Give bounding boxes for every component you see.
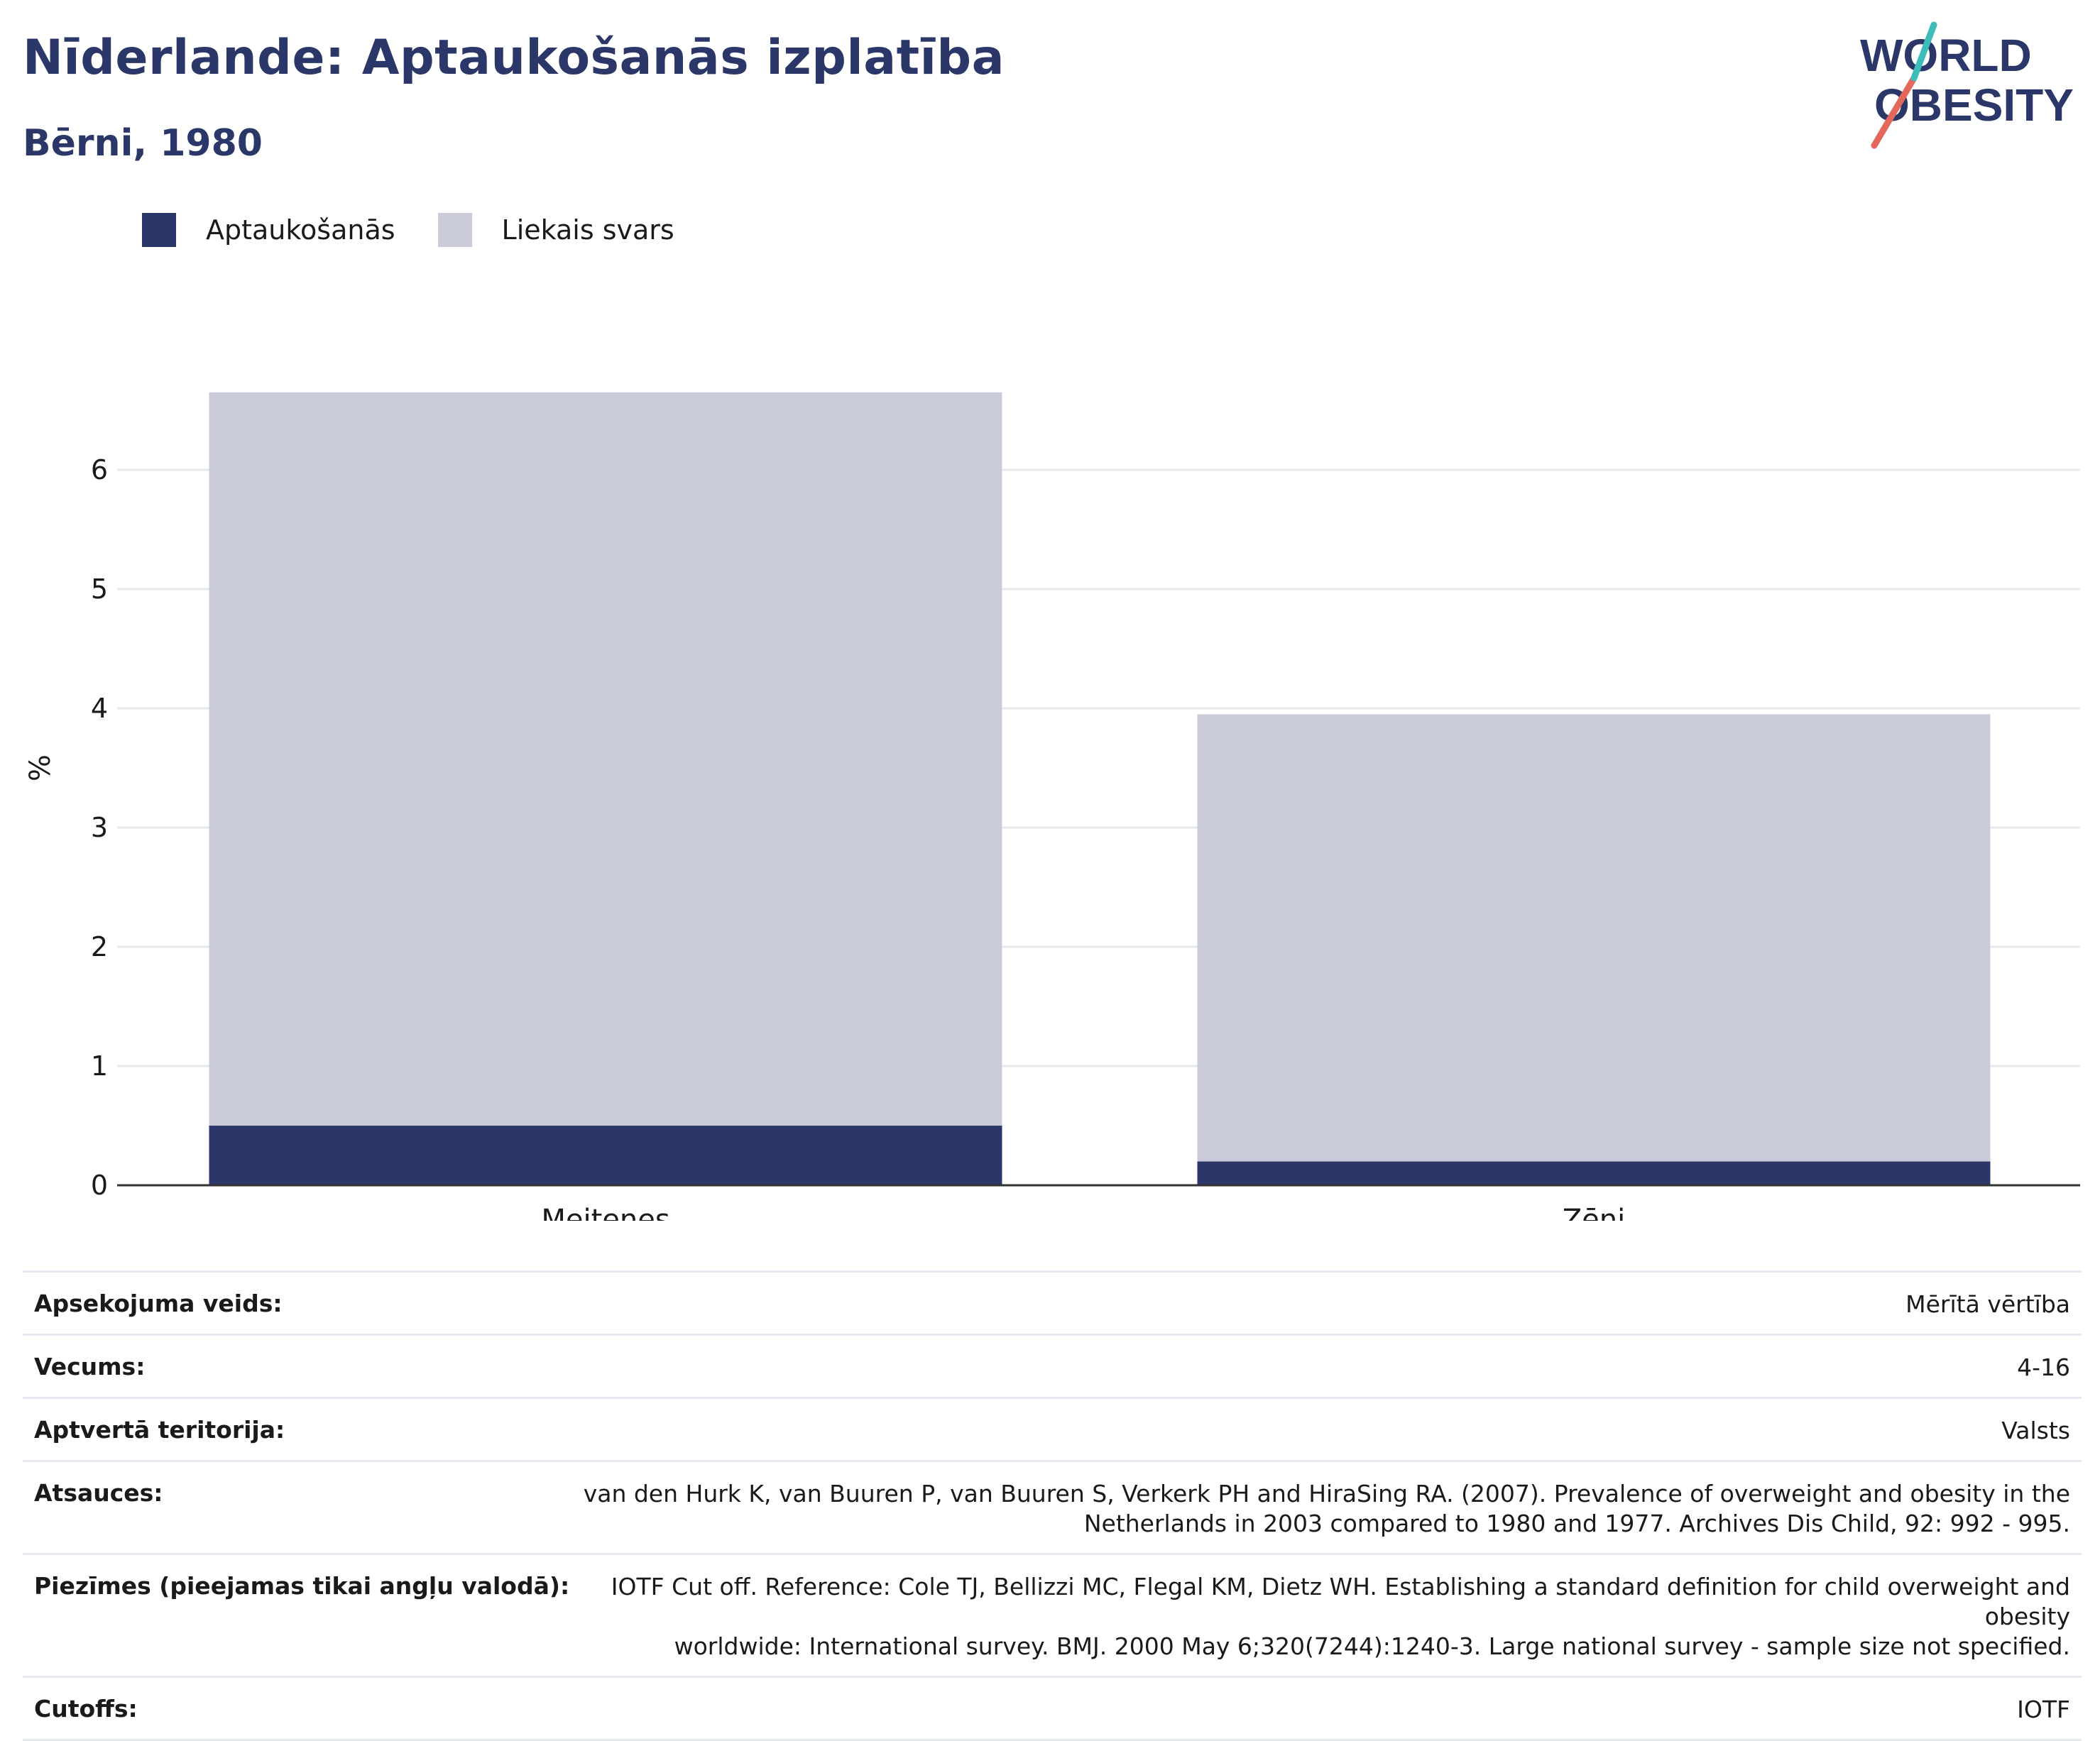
chart-subtitle: Bērni, 1980 [23, 122, 263, 165]
logo-line1: WORLD [1860, 30, 2032, 81]
legend-label-obesity: Aptaukošanās [206, 214, 395, 246]
chart-legend: Aptaukošanās Liekais svars [142, 210, 717, 250]
bar-obesity-1 [1197, 1161, 1991, 1185]
y-tick-label: 4 [91, 693, 108, 724]
meta-label: Aptvertā teritorija: [34, 1416, 285, 1444]
y-tick-label: 6 [91, 454, 108, 485]
meta-row-cutoffs: Cutoffs: IOTF [23, 1676, 2082, 1741]
meta-row-survey-type: Apsekojuma veids: Mērītā vērtība [23, 1270, 2082, 1334]
y-tick-label: 0 [91, 1170, 108, 1201]
y-tick-label: 2 [91, 931, 108, 962]
meta-label: Atsauces: [34, 1479, 163, 1507]
y-tick-label: 1 [91, 1050, 108, 1082]
meta-label: Piezīmes (pieejamas tikai angļu valodā): [34, 1572, 570, 1600]
meta-value: IOTF [2017, 1696, 2070, 1723]
legend-item-overweight: Liekais svars [437, 213, 674, 247]
meta-value-line: van den Hurk K, van Buuren P, van Buuren… [583, 1480, 2070, 1507]
logo-slash-teal [1910, 21, 1937, 82]
bar-overweight-0 [209, 392, 1002, 1126]
meta-value: Valsts [2001, 1417, 2070, 1444]
meta-label: Cutoffs: [34, 1695, 138, 1723]
meta-row-notes: Piezīmes (pieejamas tikai angļu valodā):… [23, 1553, 2082, 1676]
meta-row-age: Vecums: 4-16 [23, 1334, 2082, 1397]
bar-obesity-0 [209, 1126, 1002, 1185]
meta-value-line: worldwide: International survey. BMJ. 20… [674, 1632, 2070, 1660]
x-tick-label: Zēni [1563, 1204, 1625, 1221]
y-axis-label: % [24, 754, 57, 781]
x-tick-label: Meitenes [541, 1204, 669, 1221]
legend-swatch-obesity [142, 213, 176, 247]
legend-swatch-overweight [437, 213, 472, 247]
meta-value: IOTF Cut off. Reference: Cole TJ, Belliz… [574, 1572, 2070, 1662]
y-tick-label: 3 [91, 812, 108, 843]
logo-line2: OBESITY [1874, 79, 2074, 131]
chart-title: Nīderlande: Aptaukošanās izplatība [23, 30, 1005, 86]
meta-value: van den Hurk K, van Buuren P, van Buuren… [584, 1479, 2070, 1539]
world-obesity-logo: WORLD OBESITY [1860, 21, 2074, 149]
legend-item-obesity: Aptaukošanās [142, 213, 395, 247]
legend-label-overweight: Liekais svars [501, 214, 674, 246]
meta-value: Mērītā vērtība [1905, 1290, 2070, 1318]
meta-value-line: IOTF Cut off. Reference: Cole TJ, Belliz… [611, 1573, 2070, 1630]
meta-label: Vecums: [34, 1353, 146, 1380]
meta-value: 4-16 [2017, 1353, 2070, 1381]
meta-label: Apsekojuma veids: [34, 1290, 283, 1317]
metadata-table: Apsekojuma veids: Mērītā vērtība Vecums:… [23, 1270, 2082, 1741]
y-tick-label: 5 [91, 573, 108, 605]
logo-slash-red [1871, 75, 1918, 149]
bar-overweight-1 [1197, 714, 1991, 1162]
meta-row-references: Atsauces: van den Hurk K, van Buuren P, … [23, 1460, 2082, 1553]
meta-row-coverage: Aptvertā teritorija: Valsts [23, 1397, 2082, 1460]
bar-chart: 0 1 2 3 4 5 6% Meitenes Zēni [24, 392, 2080, 1221]
meta-value-line: Netherlands in 2003 compared to 1980 and… [1083, 1510, 2070, 1537]
